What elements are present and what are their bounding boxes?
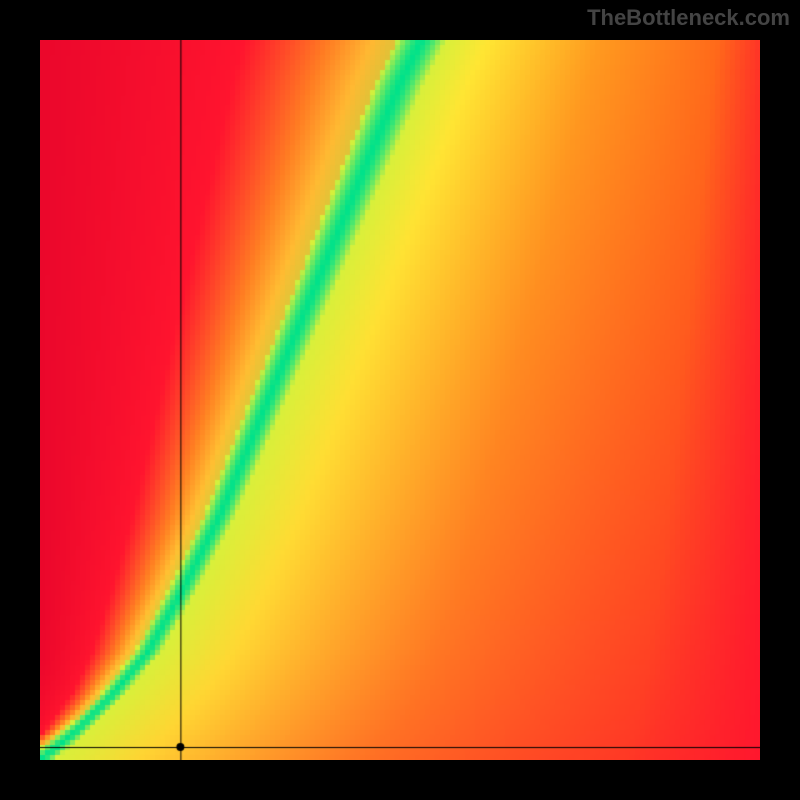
heatmap-canvas [40,40,760,760]
heatmap-plot [40,40,760,760]
watermark-text: TheBottleneck.com [587,5,790,31]
